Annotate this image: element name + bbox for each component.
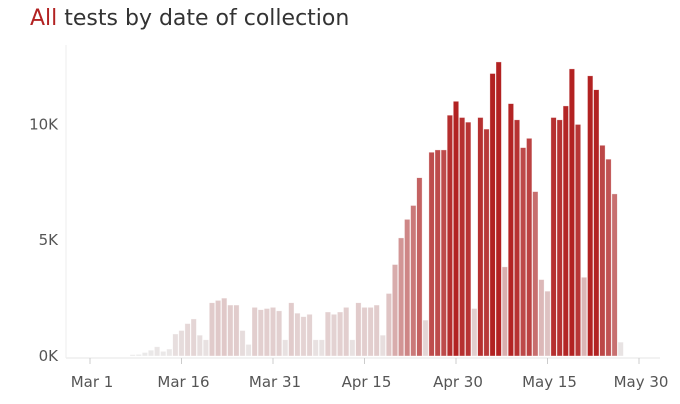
bar — [172, 333, 179, 357]
bar — [459, 117, 466, 357]
bar — [178, 330, 185, 357]
bar — [501, 266, 508, 357]
bar — [239, 330, 246, 357]
bar — [129, 354, 136, 357]
bar — [391, 264, 398, 357]
bar — [410, 205, 417, 357]
bar — [343, 307, 350, 357]
bar — [507, 103, 514, 357]
bar — [446, 114, 453, 357]
y-tick-label: 0K — [39, 347, 60, 365]
x-tick-label: Apr 15 — [342, 373, 392, 391]
bars-group — [129, 61, 624, 357]
bar — [263, 308, 270, 357]
bar — [538, 279, 545, 357]
y-tick-label: 10K — [29, 115, 59, 133]
x-tick-label: May 15 — [522, 373, 577, 391]
bar — [233, 304, 240, 357]
bar — [245, 344, 252, 357]
bar — [562, 105, 569, 357]
bar — [324, 311, 331, 357]
bar — [398, 237, 405, 357]
bar — [251, 307, 258, 357]
bar — [215, 300, 222, 357]
bar — [190, 318, 197, 357]
bar — [184, 323, 191, 357]
bar — [373, 304, 380, 357]
bar — [611, 193, 618, 357]
bar — [495, 61, 502, 357]
bar — [465, 121, 472, 357]
bar — [209, 302, 216, 357]
bar — [257, 309, 264, 357]
bar — [568, 68, 575, 357]
bar — [593, 89, 600, 357]
bar — [196, 334, 203, 357]
bar — [617, 341, 624, 357]
bar — [269, 307, 276, 357]
bar — [141, 352, 148, 357]
y-tick-label: 5K — [39, 231, 60, 249]
bar — [318, 339, 325, 357]
bar — [422, 319, 429, 357]
bar — [337, 311, 344, 357]
bar — [520, 147, 527, 357]
bar — [544, 290, 551, 357]
bar — [605, 158, 612, 357]
x-tick-label: May 30 — [614, 373, 669, 391]
x-axis-ticks: Mar 1 Mar 16 Mar 31 Apr 15 Apr 30 May 15 May 3… — [71, 358, 669, 391]
bar — [288, 302, 295, 357]
chart-title-rest: tests by date of collection — [57, 6, 350, 31]
bar — [367, 307, 374, 357]
bar — [434, 149, 441, 357]
bar — [440, 149, 447, 357]
bar — [471, 308, 478, 357]
bar — [581, 276, 588, 357]
chart-title-highlight: All — [30, 6, 58, 31]
bar — [428, 151, 435, 357]
x-tick-label: Mar 16 — [157, 373, 209, 391]
bar — [416, 177, 423, 357]
bar — [282, 339, 289, 357]
bar — [300, 316, 307, 357]
bar — [294, 312, 301, 357]
bar — [556, 119, 563, 357]
bar — [489, 73, 496, 357]
bar — [526, 138, 533, 357]
bar — [306, 314, 313, 357]
bar — [148, 349, 155, 357]
bar — [221, 297, 228, 357]
chart-title: All tests by date of collection — [30, 6, 349, 31]
bar — [404, 219, 411, 357]
bar — [574, 124, 581, 357]
x-tick-label: Mar 1 — [71, 373, 114, 391]
bar — [361, 307, 368, 357]
y-axis-ticks: 0K 5K 10K — [29, 115, 59, 365]
bar — [355, 302, 362, 357]
bar — [154, 346, 161, 357]
x-tick-label: Mar 31 — [249, 373, 301, 391]
bar — [227, 304, 234, 357]
bar — [349, 339, 356, 357]
bar — [587, 75, 594, 357]
bar — [276, 310, 283, 357]
bar — [312, 339, 319, 357]
bar — [599, 145, 606, 357]
bar — [513, 119, 520, 357]
bar — [550, 117, 557, 357]
bar — [166, 348, 173, 357]
bar — [452, 101, 459, 357]
bar — [160, 351, 167, 357]
bar — [135, 354, 142, 357]
bar — [532, 191, 539, 357]
x-tick-label: Apr 30 — [433, 373, 483, 391]
bar — [330, 314, 337, 357]
bar — [477, 117, 484, 357]
bar — [385, 293, 392, 357]
bar — [483, 128, 490, 357]
bar — [202, 339, 209, 357]
bar — [379, 334, 386, 357]
